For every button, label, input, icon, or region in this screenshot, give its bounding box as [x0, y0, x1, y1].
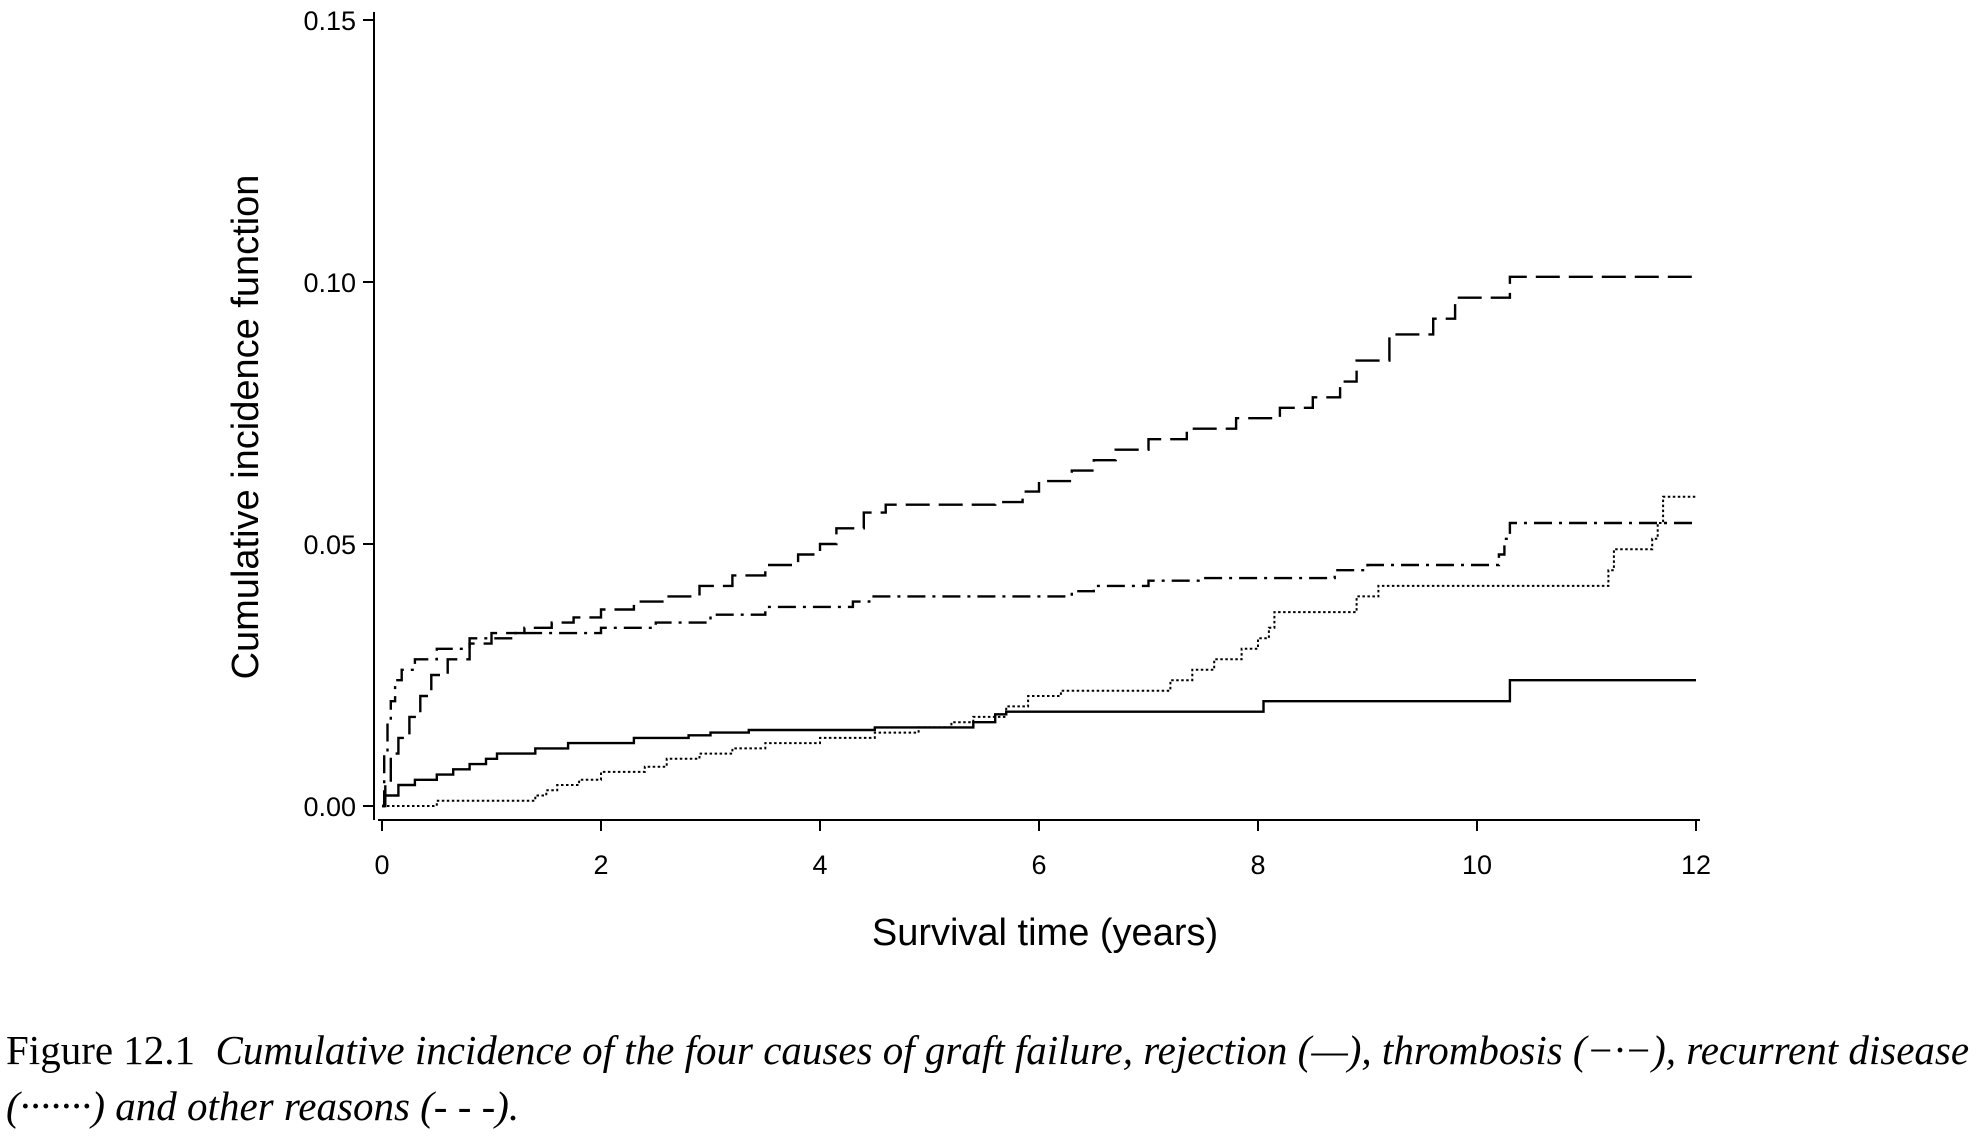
y-tick-label: 0.00 [303, 792, 356, 822]
series-line-rejection [382, 679, 1696, 808]
y-tick-label: 0.15 [303, 6, 356, 36]
series-line-thrombosis [382, 521, 1696, 808]
x-tick-label: 8 [1250, 850, 1265, 880]
cumulative-incidence-chart: 0 2 4 6 8 10 12 0.00 0.05 0.10 0.15 Survival time … [225, 6, 1711, 954]
caption-label: Figure 12.1 [6, 1027, 196, 1073]
y-tick-label: 0.05 [303, 530, 356, 560]
y-tick-label: 0.10 [303, 268, 356, 298]
x-axis-title: Survival time (years) [872, 912, 1218, 954]
axes: 0 2 4 6 8 10 12 0.00 0.05 0.10 0.15 [303, 6, 1711, 880]
x-tick-label: 6 [1031, 850, 1046, 880]
series-line-other-reasons [382, 275, 1696, 808]
x-tick-label: 0 [374, 850, 389, 880]
x-tick-label: 2 [593, 850, 608, 880]
x-tick-label: 10 [1462, 850, 1492, 880]
y-axis-title: Cumulative incidence function [225, 175, 267, 680]
series-layer [382, 275, 1696, 808]
x-tick-label: 12 [1681, 850, 1711, 880]
series-line-recurrent-disease [382, 495, 1696, 807]
caption-text: Cumulative incidence of the four causes … [6, 1027, 1970, 1129]
figure-caption: Figure 12.1 Cumulative incidence of the … [6, 1022, 1981, 1134]
x-tick-label: 4 [812, 850, 827, 880]
